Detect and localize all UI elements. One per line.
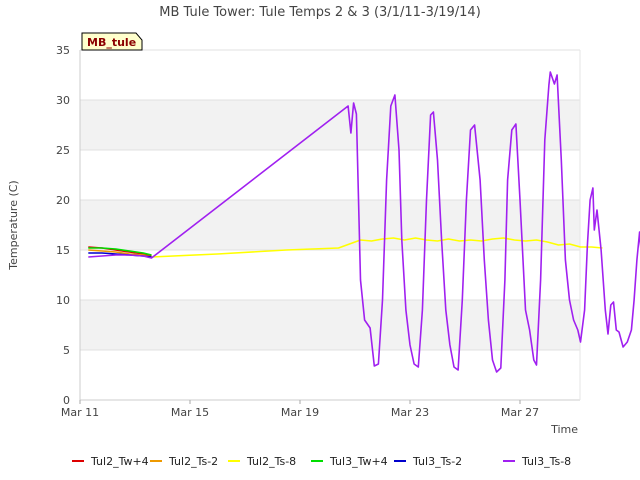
x-tick-labels: Mar 11 Mar 15 Mar 19 Mar 23 Mar 27 xyxy=(61,406,539,419)
plot-band xyxy=(80,250,580,300)
plot-band xyxy=(80,200,580,250)
legend-label: Tul3_Ts-2 xyxy=(412,455,462,468)
plot-band xyxy=(80,100,580,150)
legend-label: Tul3_Tw+4 xyxy=(329,455,388,468)
y-tick-label: 25 xyxy=(56,144,70,157)
x-tick-label: Mar 15 xyxy=(171,406,209,419)
legend: Tul2_Tw+4 Tul2_Ts-2 Tul2_Ts-8 Tul3_Tw+4 Tul3… xyxy=(72,455,571,468)
y-tick-label: 35 xyxy=(56,44,70,57)
y-axis-label: Temperature (C) xyxy=(7,180,20,270)
plot-bands xyxy=(80,50,580,400)
legend-label: Tul2_Tw+4 xyxy=(90,455,149,468)
y-tick-label: 15 xyxy=(56,244,70,257)
badge-label: MB_tule xyxy=(87,36,136,49)
chart-title: MB Tule Tower: Tule Temps 2 & 3 (3/1/11-… xyxy=(159,5,481,20)
legend-label: Tul2_Ts-8 xyxy=(246,455,296,468)
y-tick-label: 5 xyxy=(63,344,70,357)
badge-box xyxy=(81,32,143,51)
x-tick-label: Mar 27 xyxy=(501,406,539,419)
plot-band xyxy=(80,350,580,400)
y-tick-labels: 0 5 10 15 20 25 30 35 xyxy=(56,44,70,407)
plot-band xyxy=(80,50,580,100)
plot-band xyxy=(80,300,580,350)
series-line-tul2-ts-8 xyxy=(151,237,603,258)
legend-label: Tul2_Ts-2 xyxy=(168,455,218,468)
y-tick-label: 20 xyxy=(56,194,70,207)
badge: MB_tule xyxy=(81,32,143,51)
legend-label: Tul3_Ts-8 xyxy=(521,455,571,468)
x-tick-label: Mar 19 xyxy=(281,406,319,419)
plot-band xyxy=(80,150,580,200)
x-tick-label: Mar 11 xyxy=(61,406,99,419)
series-line-tul3-ts-8 xyxy=(88,71,640,373)
x-tick-label: Mar 23 xyxy=(391,406,429,419)
x-axis-label: Time xyxy=(550,423,578,436)
series-lines xyxy=(88,71,640,373)
series-line-tul2-ts-2 xyxy=(88,249,152,258)
y-tick-label: 0 xyxy=(63,394,70,407)
series-line-tul3-tw-4 xyxy=(88,247,152,256)
y-tick-label: 30 xyxy=(56,94,70,107)
y-tick-label: 10 xyxy=(56,294,70,307)
